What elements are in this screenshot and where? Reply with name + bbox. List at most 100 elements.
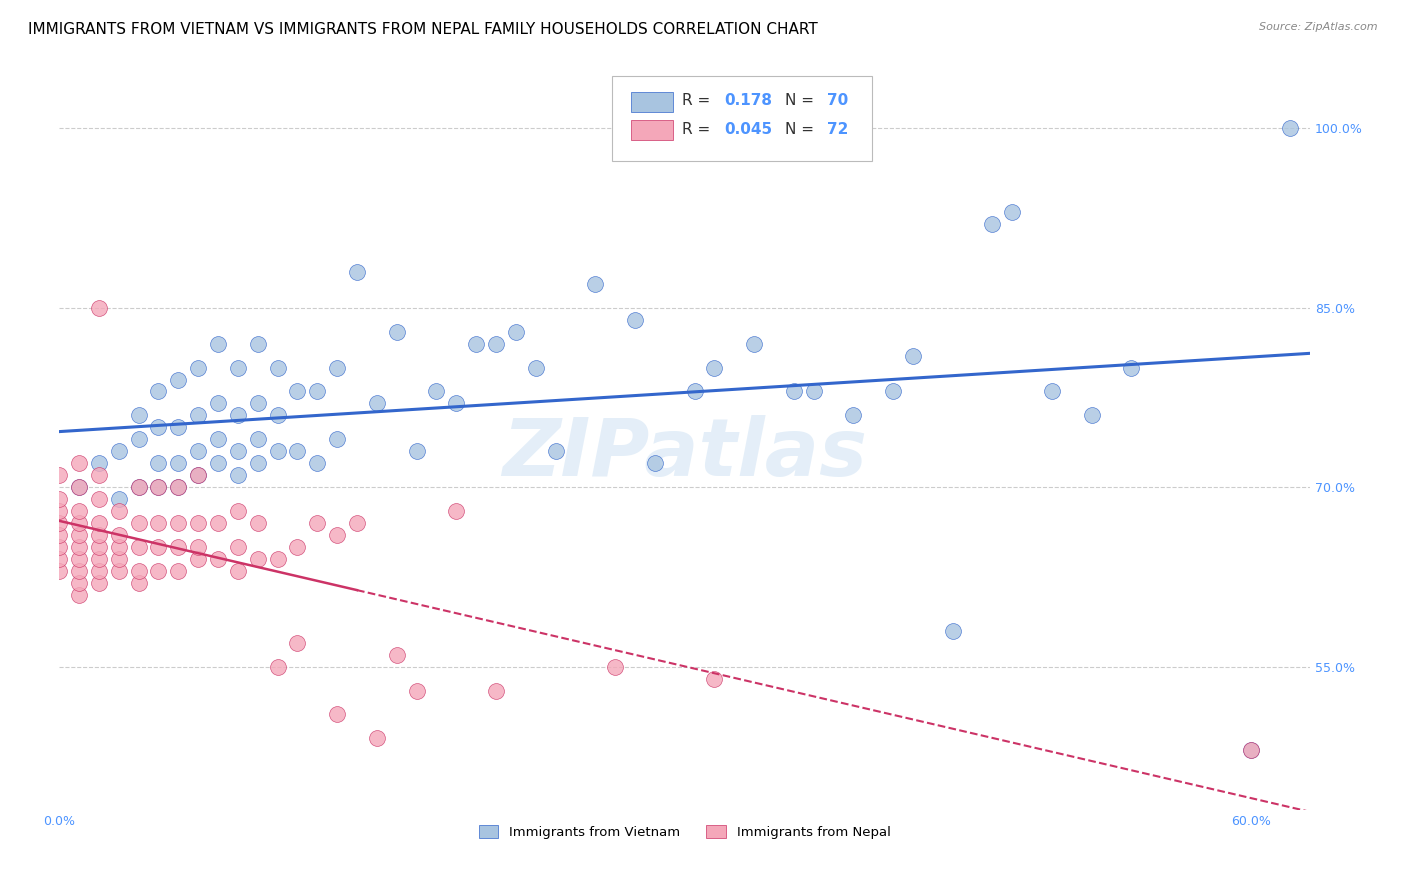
Text: 0.178: 0.178 [724, 94, 772, 108]
Point [67, 588, 90, 602]
Point [148, 456, 170, 470]
Point [605, 659, 627, 673]
Point [226, 360, 249, 375]
Point [87, 492, 110, 507]
Point [148, 384, 170, 399]
Text: 0.045: 0.045 [724, 122, 772, 136]
Point [87, 575, 110, 590]
Point [48, 564, 70, 578]
Point [207, 336, 229, 351]
Point [207, 552, 229, 566]
Point [67, 575, 90, 590]
Point [187, 540, 209, 554]
Point [167, 480, 190, 494]
Point [128, 480, 150, 494]
Point [167, 420, 190, 434]
Legend: Immigrants from Vietnam, Immigrants from Nepal: Immigrants from Vietnam, Immigrants from… [474, 820, 896, 845]
Point [107, 444, 129, 458]
Point [107, 528, 129, 542]
Point [1001, 205, 1024, 219]
Point [128, 433, 150, 447]
Point [167, 372, 190, 386]
Point [703, 672, 725, 686]
Point [148, 540, 170, 554]
Point [405, 683, 427, 698]
Point [266, 409, 288, 423]
Point [1080, 409, 1102, 423]
Point [67, 516, 90, 530]
Point [167, 564, 190, 578]
Point [207, 516, 229, 530]
Point [485, 336, 508, 351]
Text: ZIPatlas: ZIPatlas [502, 415, 868, 493]
Point [128, 480, 150, 494]
Point [882, 384, 904, 399]
Text: R =: R = [682, 94, 716, 108]
Point [67, 564, 90, 578]
Point [644, 456, 666, 470]
Text: 72: 72 [827, 122, 848, 136]
Point [67, 504, 90, 518]
Point [148, 420, 170, 434]
Point [485, 683, 508, 698]
Point [385, 325, 408, 339]
Point [87, 456, 110, 470]
Point [1239, 743, 1261, 757]
Point [167, 456, 190, 470]
Point [524, 360, 547, 375]
Point [226, 540, 249, 554]
Point [107, 504, 129, 518]
Point [842, 409, 865, 423]
Point [48, 492, 70, 507]
Text: Source: ZipAtlas.com: Source: ZipAtlas.com [1260, 22, 1378, 32]
Point [187, 468, 209, 483]
Point [1239, 743, 1261, 757]
Point [405, 444, 427, 458]
Point [148, 480, 170, 494]
Point [246, 396, 269, 410]
Point [87, 468, 110, 483]
Point [167, 516, 190, 530]
Point [783, 384, 806, 399]
Point [742, 336, 765, 351]
Point [128, 564, 150, 578]
Point [128, 540, 150, 554]
Point [246, 456, 269, 470]
Point [266, 659, 288, 673]
Point [226, 564, 249, 578]
Point [307, 384, 329, 399]
Point [1040, 384, 1063, 399]
Text: N =: N = [785, 94, 818, 108]
Point [87, 301, 110, 315]
Point [128, 575, 150, 590]
Point [187, 468, 209, 483]
Point [326, 528, 349, 542]
Point [187, 444, 209, 458]
Point [87, 516, 110, 530]
Point [366, 396, 388, 410]
Point [187, 409, 209, 423]
Point [187, 360, 209, 375]
Point [207, 456, 229, 470]
Point [207, 433, 229, 447]
Point [87, 564, 110, 578]
Point [67, 480, 90, 494]
Point [48, 552, 70, 566]
Point [1279, 121, 1302, 136]
Point [48, 528, 70, 542]
Point [326, 433, 349, 447]
Point [67, 552, 90, 566]
Point [246, 552, 269, 566]
Point [266, 444, 288, 458]
Point [287, 444, 309, 458]
Point [1121, 360, 1143, 375]
Point [505, 325, 527, 339]
Text: IMMIGRANTS FROM VIETNAM VS IMMIGRANTS FROM NEPAL FAMILY HOUSEHOLDS CORRELATION C: IMMIGRANTS FROM VIETNAM VS IMMIGRANTS FR… [28, 22, 818, 37]
Point [683, 384, 706, 399]
Point [187, 552, 209, 566]
Point [246, 336, 269, 351]
Point [307, 516, 329, 530]
Text: 70: 70 [827, 94, 848, 108]
Point [385, 648, 408, 662]
Point [446, 504, 468, 518]
